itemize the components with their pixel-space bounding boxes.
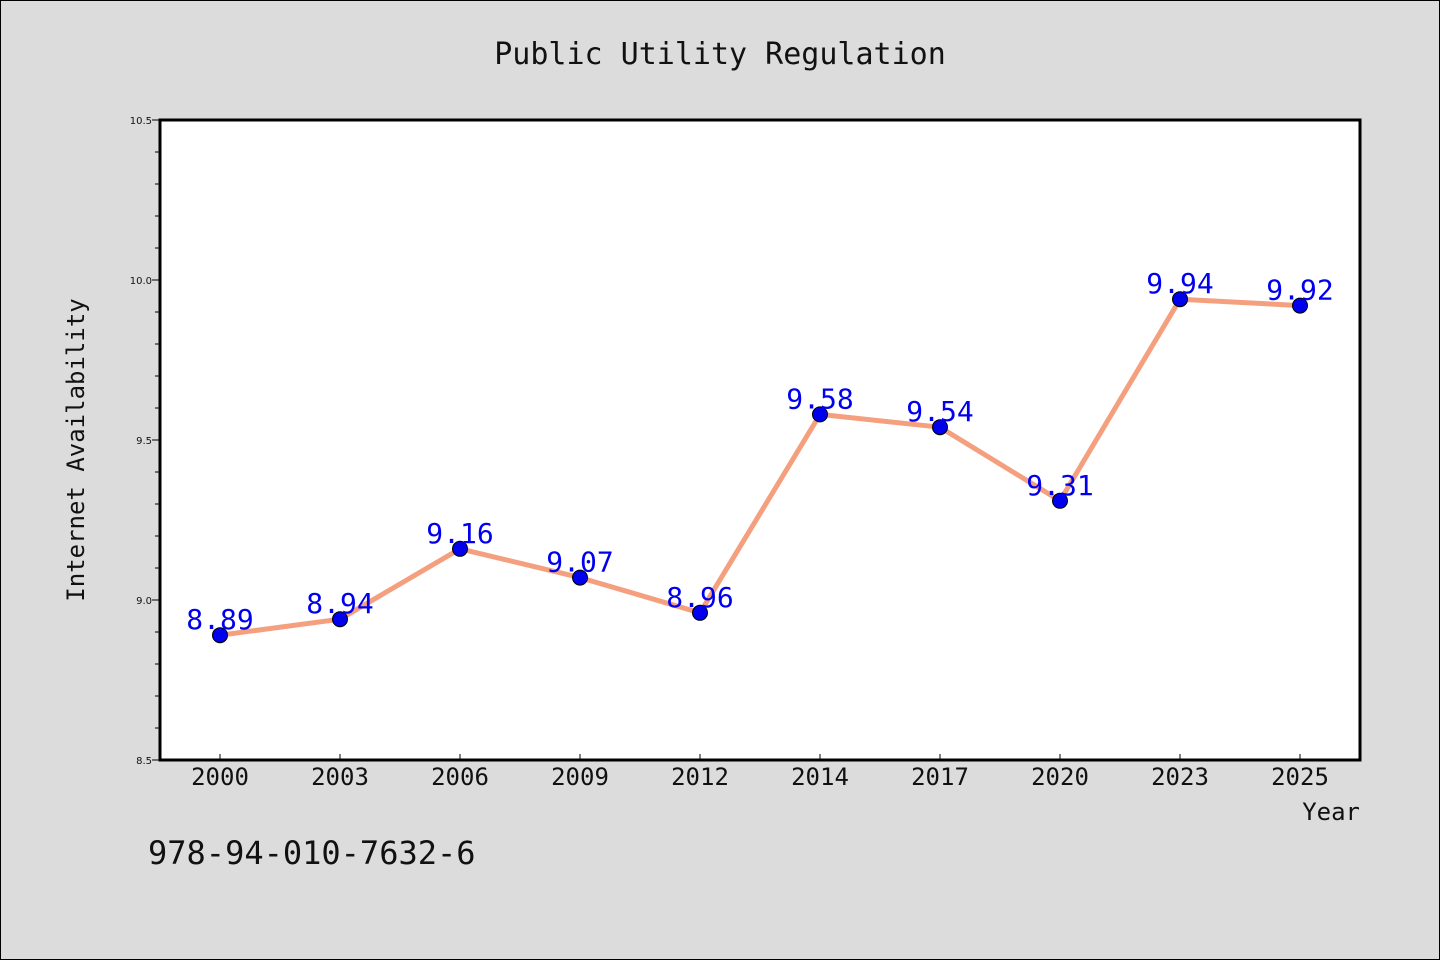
data-labels-layer: 8.89 8.94 9.16 9.07 8.96 9.58 9.54 9.31 9.94 9.92 [186,267,1333,636]
y-axis-label: Internet Availability [62,298,90,601]
data-point [332,611,348,628]
data-label: 8.96 [666,581,733,614]
x-axis: 2000 2003 2006 2009 2012 2014 2017 2020 2023 2025 [191,754,1329,791]
x-tick-label: 2023 [1151,763,1209,791]
data-label: 9.58 [786,382,853,415]
x-tick-label: 2003 [311,763,369,791]
data-label: 9.92 [1266,274,1333,307]
data-label: 8.89 [186,603,253,636]
x-tick-label: 2025 [1271,763,1329,791]
series-line-layer [217,296,1303,638]
y-tick-label: 9.5 [136,436,152,447]
data-point [1292,297,1308,314]
x-tick-label: 2006 [431,763,489,791]
y-tick-label: 10.0 [130,276,152,287]
data-point [572,569,588,586]
data-point [812,406,828,423]
x-axis-label: Year [1302,798,1360,826]
data-label: 9.07 [546,546,613,579]
x-tick-label: 2020 [1031,763,1089,791]
x-tick-label: 2017 [911,763,969,791]
data-label: 9.31 [1026,469,1093,502]
y-tick-label: 10.5 [130,116,152,127]
data-point [212,627,228,644]
data-point [452,540,468,557]
data-point [1172,291,1188,308]
y-tick-label: 9.0 [136,596,152,607]
y-tick-label: 8.5 [136,756,152,767]
footer-code: 978-94-010-7632-6 [148,834,476,872]
data-label: 8.94 [306,587,373,620]
x-tick-label: 2009 [551,763,609,791]
data-point [932,419,948,436]
data-point [692,604,708,621]
data-points-layer [212,291,1308,644]
x-tick-label: 2014 [791,763,849,791]
y-axis: 8.5 9.0 9.5 10.0 10.5 [130,116,160,767]
x-tick-label: 2012 [671,763,729,791]
chart-title: Public Utility Regulation [494,37,946,72]
plot-area [158,118,1362,762]
x-tick-label: 2000 [191,763,249,791]
data-point [1052,492,1068,509]
series-line [217,296,1303,638]
data-label: 9.16 [426,517,493,550]
data-label: 9.54 [906,395,973,428]
data-label: 9.94 [1146,267,1213,300]
